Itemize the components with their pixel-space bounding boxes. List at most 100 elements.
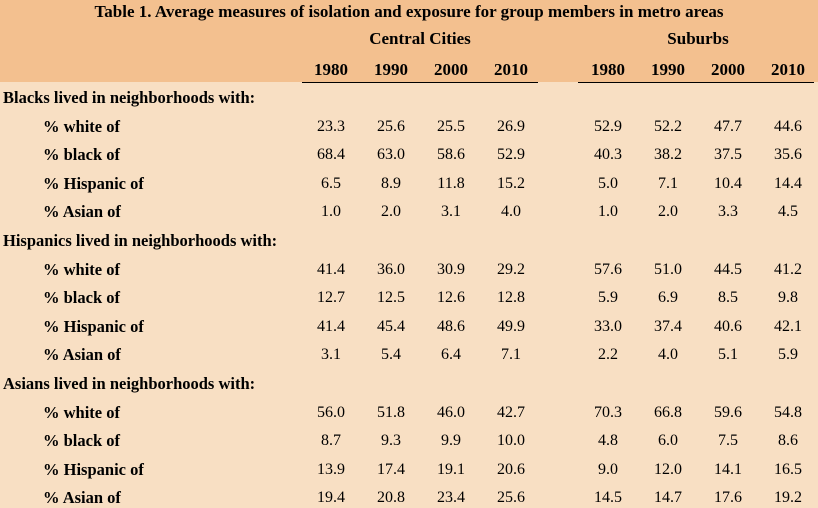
row-label: % white of xyxy=(43,259,120,279)
table-cell: 14.4 xyxy=(774,174,802,192)
table-cell: 1.0 xyxy=(598,203,618,220)
table-cell: 25.5 xyxy=(437,117,465,135)
table-cell: 47.7 xyxy=(714,117,742,135)
row-label: % Hispanic of xyxy=(43,459,144,479)
table-cell: 20.6 xyxy=(497,460,525,478)
table-cell: 4.0 xyxy=(501,203,521,220)
table-cell: 10.4 xyxy=(714,174,742,192)
table-cell: 9.0 xyxy=(598,460,618,478)
table-cell: 15.2 xyxy=(497,174,525,192)
year-header: 2010 xyxy=(771,60,805,79)
table-cell: 58.6 xyxy=(437,146,465,163)
row-label: % white of xyxy=(43,402,120,422)
table-cell: 5.0 xyxy=(598,174,618,192)
table-cell: 11.8 xyxy=(437,174,465,192)
table-cell: 13.9 xyxy=(317,460,345,478)
table-cell: 46.0 xyxy=(437,403,465,421)
year-header: 2010 xyxy=(494,60,528,79)
table-cell: 51.8 xyxy=(377,403,405,421)
table-cell: 45.4 xyxy=(377,317,405,335)
table-cell: 14.1 xyxy=(714,460,742,478)
table-cell: 59.6 xyxy=(714,403,742,421)
table-cell: 2.2 xyxy=(598,346,618,363)
table-cell: 12.6 xyxy=(437,289,465,306)
year-header: 2000 xyxy=(711,60,745,79)
group-header-suburbs: Suburbs xyxy=(667,29,729,48)
row-label: % Asian of xyxy=(43,202,121,221)
table-cell: 2.0 xyxy=(381,203,401,220)
table-cell: 36.0 xyxy=(377,260,405,278)
table-cell: 56.0 xyxy=(317,403,345,421)
table-cell: 33.0 xyxy=(594,317,622,335)
table-cell: 38.2 xyxy=(654,146,682,163)
table-cell: 14.5 xyxy=(594,489,622,506)
table-cell: 2.0 xyxy=(658,203,678,220)
table-cell: 9.9 xyxy=(441,432,461,449)
row-label: % Asian of xyxy=(43,488,121,507)
table-cell: 7.5 xyxy=(718,432,738,449)
section-heading: Blacks lived in neighborhoods with: xyxy=(3,88,256,107)
table-cell: 12.5 xyxy=(377,289,405,306)
table-cell: 68.4 xyxy=(317,146,345,163)
table-cell: 35.6 xyxy=(774,146,802,163)
table-cell: 9.8 xyxy=(778,289,798,306)
row-label: % Asian of xyxy=(43,345,121,364)
section-heading: Asians lived in neighborhoods with: xyxy=(3,374,256,393)
table-cell: 40.3 xyxy=(594,146,622,163)
table-cell: 44.5 xyxy=(714,260,742,278)
table-cell: 3.1 xyxy=(321,346,341,363)
row-label: % black of xyxy=(43,288,121,307)
table-cell: 37.4 xyxy=(654,317,682,335)
year-header: 1980 xyxy=(591,60,625,79)
section-heading: Hispanics lived in neighborhoods with: xyxy=(3,231,278,250)
table-cell: 5.9 xyxy=(598,289,618,306)
table-cell: 66.8 xyxy=(654,403,682,421)
table-cell: 44.6 xyxy=(774,117,802,135)
table-cell: 52.2 xyxy=(654,117,682,135)
table-cell: 12.0 xyxy=(654,460,682,478)
table-cell: 41.4 xyxy=(317,260,345,278)
year-header: 1990 xyxy=(651,60,685,79)
table-cell: 42.7 xyxy=(497,403,525,421)
table-cell: 19.1 xyxy=(437,460,465,478)
table-cell: 6.9 xyxy=(658,289,678,306)
suburbs-underline xyxy=(578,82,814,83)
table-cell: 12.8 xyxy=(497,289,525,306)
year-header: 1990 xyxy=(374,60,408,79)
table-cell: 5.4 xyxy=(381,346,401,363)
table-cell: 3.1 xyxy=(441,203,461,220)
table-cell: 41.4 xyxy=(317,317,345,335)
table-cell: 63.0 xyxy=(377,146,405,163)
table-cell: 17.4 xyxy=(377,460,405,478)
table-cell: 6.5 xyxy=(321,174,341,192)
table-cell: 41.2 xyxy=(774,260,802,278)
table-cell: 14.7 xyxy=(654,489,682,506)
table-cell: 20.8 xyxy=(377,489,405,506)
table-cell: 57.6 xyxy=(594,260,622,278)
central-cities-underline xyxy=(302,82,538,83)
table-cell: 42.1 xyxy=(774,317,802,335)
table-cell: 70.3 xyxy=(594,403,622,421)
table-cell: 1.0 xyxy=(321,203,341,220)
table-cell: 23.3 xyxy=(317,117,345,135)
table-cell: 19.2 xyxy=(774,489,802,506)
table-title: Table 1. Average measures of isolation a… xyxy=(94,2,724,21)
table-cell: 54.8 xyxy=(774,403,802,421)
table-cell: 8.7 xyxy=(321,432,341,449)
table-cell: 29.2 xyxy=(497,260,525,278)
row-label: % black of xyxy=(43,431,121,450)
table-cell: 16.5 xyxy=(774,460,802,478)
table-cell: 52.9 xyxy=(594,117,622,135)
table-cell: 3.3 xyxy=(718,203,738,220)
table-cell: 25.6 xyxy=(377,117,405,135)
table-cell: 40.6 xyxy=(714,317,742,335)
table-cell: 4.5 xyxy=(778,203,798,220)
table-cell: 5.1 xyxy=(718,346,738,363)
table-cell: 7.1 xyxy=(658,174,678,192)
table-cell: 8.5 xyxy=(718,289,738,306)
table-cell: 6.4 xyxy=(441,346,461,363)
row-label: % black of xyxy=(43,145,121,164)
table-cell: 23.4 xyxy=(437,489,465,506)
table-cell: 49.9 xyxy=(497,317,525,335)
table-cell: 9.3 xyxy=(381,432,401,449)
